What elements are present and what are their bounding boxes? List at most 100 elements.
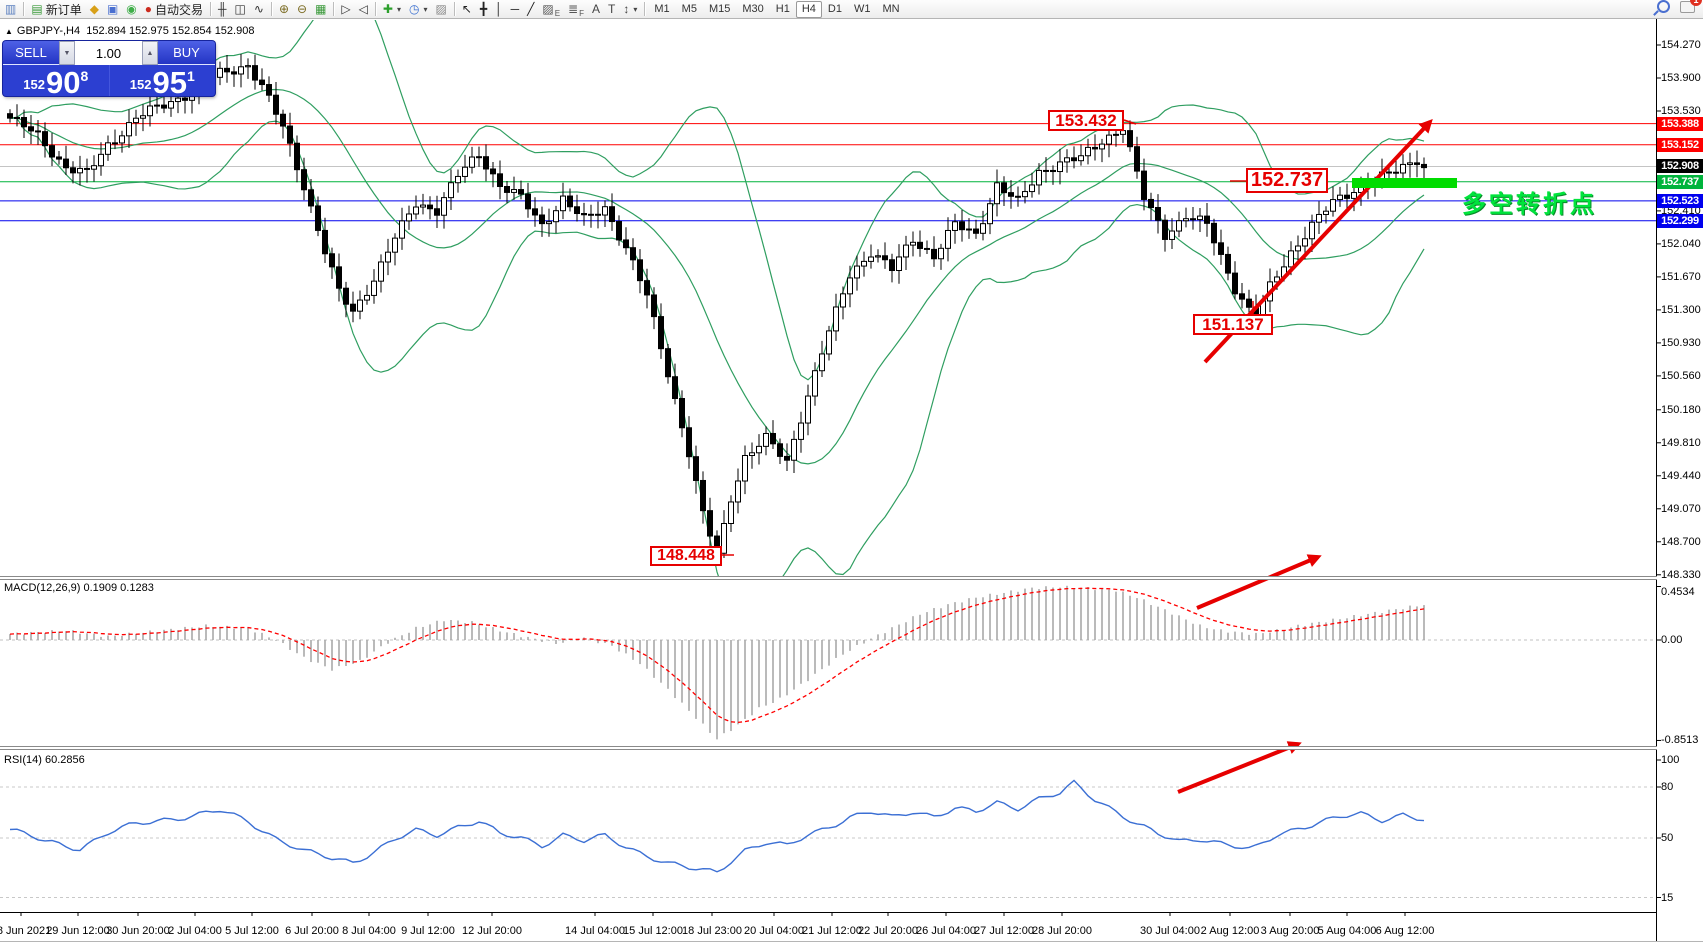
timeframe-button-m15[interactable]: M15 xyxy=(708,3,731,15)
candle-body xyxy=(308,189,314,207)
candle-body xyxy=(273,94,279,115)
tile-windows-icon[interactable]: ▦ xyxy=(311,1,330,18)
timeframe-button-h4[interactable]: H4 xyxy=(795,0,822,18)
bollinger-middle-band[interactable] xyxy=(9,88,1425,465)
macd-tick-0.00: 0.00 xyxy=(1661,634,1683,646)
candle-body xyxy=(686,427,692,458)
candle-body xyxy=(1211,222,1217,244)
templates-icon[interactable]: ▨ xyxy=(431,1,450,18)
line-chart-icon[interactable]: ∿ xyxy=(250,1,268,18)
candle-body xyxy=(1190,218,1196,221)
horizontal-line-icon-glyph: ─ xyxy=(510,2,520,16)
buy-button[interactable]: BUY xyxy=(158,41,215,65)
bollinger-upper-band[interactable] xyxy=(9,0,1425,381)
eraser-icon-glyph: ◆ xyxy=(89,2,99,16)
turning-point-annotation[interactable]: 多空转折点 xyxy=(1462,191,1597,218)
sell-button[interactable]: SELL xyxy=(3,41,59,65)
candle-body xyxy=(805,395,811,424)
buy-price[interactable]: 152 95 1 xyxy=(110,65,216,96)
chart-shift-icon[interactable]: ◁ xyxy=(355,1,372,18)
timeframe-button-d1[interactable]: D1 xyxy=(827,3,842,15)
add-indicator-button[interactable]: ✚ ▾ xyxy=(379,1,405,18)
sell-price[interactable]: 152 90 8 xyxy=(3,65,110,96)
support-highlight-bar[interactable] xyxy=(1352,178,1457,188)
new-order-button[interactable]: ▤ 新订单 xyxy=(27,1,85,18)
main-macd-separator[interactable] xyxy=(0,576,1657,580)
candle-body xyxy=(1029,184,1035,193)
time-axis-line[interactable] xyxy=(0,912,1657,913)
signal-icon[interactable]: ◉ xyxy=(122,1,140,18)
market-watch-icon-glyph: ▥ xyxy=(5,2,17,16)
collapse-marker-icon[interactable]: ▲ xyxy=(5,27,13,36)
price-axis-line[interactable] xyxy=(1656,19,1657,941)
text-label-icon[interactable]: T xyxy=(604,1,619,18)
candle-body xyxy=(784,455,790,461)
candle-body xyxy=(581,213,587,216)
search-icon[interactable] xyxy=(1657,0,1670,18)
timeframe-button-m30[interactable]: M30 xyxy=(742,3,764,15)
timeframe-button-h1[interactable]: H1 xyxy=(775,3,790,15)
candle-body xyxy=(945,229,951,249)
rsi-panel[interactable] xyxy=(0,779,1656,898)
arrows-icon[interactable]: ↕ ▾ xyxy=(619,1,641,18)
macd-panel[interactable] xyxy=(0,585,1656,740)
candlestick-chart-icon[interactable]: ◫ xyxy=(231,1,250,18)
lot-size-input[interactable]: 1.00 xyxy=(75,41,142,65)
equidistant-channel-icon-glyph: ▨ xyxy=(542,2,554,16)
candle-body xyxy=(1400,163,1406,174)
zoom-out-icon[interactable]: ⊖ xyxy=(293,1,311,18)
price-tick-149.440: 149.440 xyxy=(1661,469,1701,482)
price-label-152737[interactable]: 152.737 xyxy=(1246,168,1328,193)
timeframe-button-mn[interactable]: MN xyxy=(882,3,900,15)
macd-rsi-separator[interactable] xyxy=(0,746,1657,750)
time-label: 9 Jul 12:00 xyxy=(401,925,455,937)
candle-body xyxy=(1043,169,1049,172)
candle-body xyxy=(1085,146,1091,157)
timeframe-button-m5[interactable]: M5 xyxy=(681,3,697,15)
price-label-153432[interactable]: 153.432 xyxy=(1048,110,1124,131)
time-label: 8 Jul 04:00 xyxy=(342,925,396,937)
trend-arrow-rsi[interactable] xyxy=(1177,741,1302,794)
candle-body xyxy=(1092,146,1098,150)
equidistant-channel-icon[interactable]: ▨ E xyxy=(538,1,564,18)
trendline-icon[interactable]: ╱ xyxy=(523,1,538,18)
lot-increase-button[interactable]: ▲ xyxy=(142,41,158,65)
eraser-icon[interactable]: ◆ xyxy=(86,1,103,18)
auto-scroll-icon[interactable]: ▷ xyxy=(337,1,354,18)
vertical-line-icon[interactable]: │ xyxy=(491,1,507,18)
dropdown-caret-icon[interactable]: ▾ xyxy=(633,4,638,14)
price-label-148448[interactable]: 148.448 xyxy=(650,546,722,566)
candle-body xyxy=(357,299,363,312)
text-icon[interactable]: A xyxy=(588,1,604,18)
price-tag-153.152: 153.152 xyxy=(1657,137,1703,152)
notifications-button[interactable]: 1 xyxy=(1680,0,1702,18)
lot-decrease-button[interactable]: ▼ xyxy=(59,41,75,65)
sell-price-pip: 8 xyxy=(80,68,89,84)
candle-body xyxy=(980,223,986,234)
candle-body xyxy=(1106,134,1112,145)
timeframe-button-w1[interactable]: W1 xyxy=(853,3,871,15)
price-tick-150.180: 150.180 xyxy=(1661,403,1701,416)
candle-body xyxy=(791,438,797,461)
market-watch-icon[interactable]: ▥ xyxy=(1,1,20,18)
ohlc-values: 152.894 152.975 152.854 152.908 xyxy=(86,25,255,37)
timeframe-button-m1[interactable]: M1 xyxy=(654,3,670,15)
dropdown-caret-icon[interactable]: ▾ xyxy=(396,4,401,14)
horizontal-line-icon[interactable]: ─ xyxy=(507,1,524,18)
bar-chart-icon[interactable]: ╫ xyxy=(214,1,231,18)
bollinger-lower-band[interactable] xyxy=(9,117,1425,613)
zoom-in-icon[interactable]: ⊕ xyxy=(275,1,293,18)
cursor-icon[interactable]: ↖ xyxy=(458,1,476,18)
trend-arrow-macd[interactable] xyxy=(1196,554,1322,610)
crosshair-icon[interactable]: ╋ xyxy=(476,1,491,18)
fibonacci-icon-glyph: ≣ xyxy=(568,2,579,16)
chart-window-icon[interactable]: ▣ xyxy=(103,1,122,18)
candle-body xyxy=(252,65,258,81)
dropdown-caret-icon[interactable]: ▾ xyxy=(423,4,428,14)
auto-trading-button[interactable]: ● 自动交易 xyxy=(141,1,207,18)
fibonacci-icon[interactable]: ≣ F xyxy=(564,1,588,18)
price-label-151137[interactable]: 151.137 xyxy=(1193,314,1273,335)
main-chart-panel[interactable] xyxy=(0,0,1656,613)
periods-button[interactable]: ◷ ▾ xyxy=(405,1,432,18)
